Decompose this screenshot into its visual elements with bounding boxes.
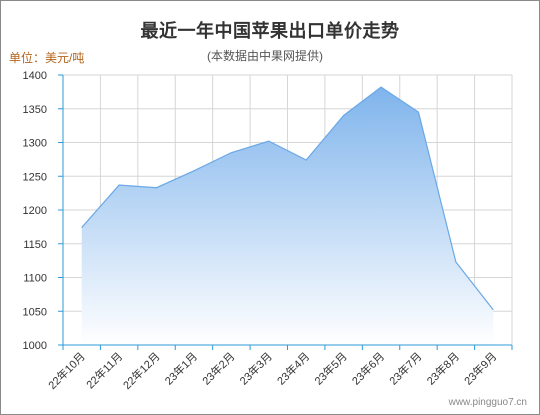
- data-point: [417, 111, 420, 114]
- data-point: [267, 140, 270, 143]
- data-point: [380, 86, 383, 89]
- y-tick-label: 1150: [23, 239, 47, 251]
- data-point: [230, 151, 233, 154]
- x-tick-label: 23年4月: [274, 349, 312, 387]
- data-point: [342, 114, 345, 117]
- y-tick-label: 1350: [23, 104, 47, 116]
- data-point: [192, 169, 195, 172]
- x-tick-label: 23年2月: [199, 349, 237, 387]
- x-tick-label: 22年10月: [45, 349, 88, 392]
- x-tick-label: 23年6月: [349, 349, 387, 387]
- data-point: [155, 186, 158, 189]
- x-tick-label: 23年7月: [386, 349, 424, 387]
- data-point: [454, 260, 457, 263]
- x-tick-label: 23年3月: [236, 349, 274, 387]
- chart-title: 最近一年中国苹果出口单价走势: [140, 21, 400, 41]
- y-tick-label: 1400: [23, 70, 47, 82]
- y-tick-label: 1000: [23, 340, 47, 352]
- data-point: [492, 308, 495, 311]
- y-tick-label: 1250: [23, 171, 47, 183]
- y-tick-label: 1100: [23, 273, 47, 285]
- series-area: [81, 87, 494, 346]
- series-line: [81, 86, 494, 311]
- watermark: www.pingguo7.cn: [448, 397, 527, 408]
- y-tick-label: 1050: [23, 306, 47, 318]
- chart-subtitle: (本数据由中果网提供): [207, 49, 323, 63]
- y-tick-label: 1200: [23, 205, 47, 217]
- data-point: [118, 184, 121, 187]
- data-point: [80, 226, 83, 229]
- x-tick-label: 23年1月: [162, 349, 200, 387]
- x-tick-label: 22年11月: [83, 349, 125, 391]
- x-tick-label: 23年9月: [461, 349, 499, 387]
- y-tick-label: 1300: [23, 138, 47, 150]
- data-point: [305, 159, 308, 162]
- x-tick-label: 22年12月: [120, 349, 163, 392]
- x-tick-label: 23年8月: [424, 349, 462, 387]
- unit-label: 单位：美元/吨: [9, 51, 85, 65]
- x-tick-label: 23年5月: [311, 349, 349, 387]
